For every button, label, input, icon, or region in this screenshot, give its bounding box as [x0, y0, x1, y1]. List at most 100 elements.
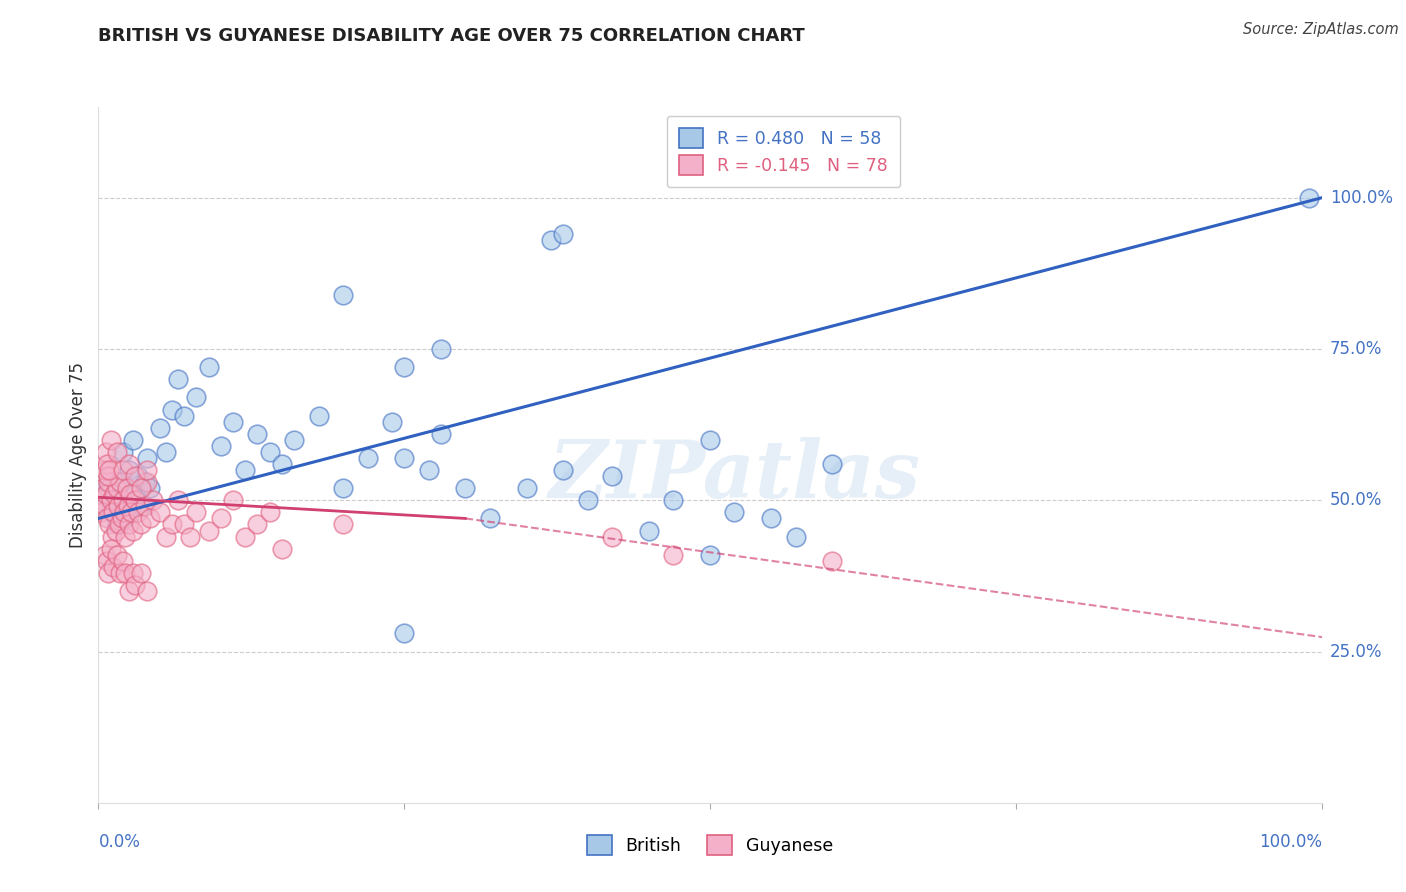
Point: [97, 475, 120, 490]
Point: [392, 450, 416, 465]
Point: [600, 469, 623, 483]
Point: [167, 493, 190, 508]
Point: [430, 426, 453, 441]
Point: [110, 475, 132, 490]
Point: [662, 493, 685, 508]
Point: [115, 481, 138, 495]
Point: [105, 548, 128, 562]
Point: [160, 402, 183, 417]
Point: [121, 566, 143, 580]
Point: [155, 530, 177, 544]
Point: [136, 450, 159, 465]
Text: ZIPatlas: ZIPatlas: [548, 437, 921, 515]
Point: [97, 469, 120, 483]
Point: [356, 450, 378, 465]
Point: [96, 457, 118, 471]
Text: 100.0%: 100.0%: [1258, 833, 1322, 851]
Point: [160, 517, 183, 532]
Point: [662, 548, 685, 562]
Point: [90, 493, 112, 508]
Point: [105, 445, 128, 459]
Point: [149, 420, 172, 434]
Point: [124, 487, 146, 501]
Point: [97, 566, 120, 580]
Point: [637, 524, 661, 538]
Point: [101, 505, 124, 519]
Point: [105, 481, 128, 495]
Point: [173, 517, 195, 532]
Point: [259, 505, 281, 519]
Text: 50.0%: 50.0%: [1330, 491, 1382, 509]
Point: [93, 500, 115, 514]
Point: [129, 500, 152, 514]
Point: [91, 505, 114, 519]
Text: 75.0%: 75.0%: [1330, 340, 1382, 358]
Point: [553, 463, 575, 477]
Point: [136, 475, 159, 490]
Point: [134, 500, 156, 514]
Point: [93, 548, 115, 562]
Point: [136, 584, 159, 599]
Point: [139, 481, 162, 495]
Point: [100, 493, 122, 508]
Point: [121, 524, 143, 538]
Point: [110, 566, 132, 580]
Point: [91, 481, 114, 495]
Text: Source: ZipAtlas.com: Source: ZipAtlas.com: [1243, 22, 1399, 37]
Y-axis label: Disability Age Over 75: Disability Age Over 75: [69, 362, 87, 548]
Point: [117, 500, 139, 514]
Point: [96, 511, 118, 525]
Point: [111, 493, 134, 508]
Point: [418, 463, 440, 477]
Point: [478, 511, 501, 525]
Point: [332, 287, 354, 301]
Point: [118, 584, 141, 599]
Point: [111, 445, 134, 459]
Point: [186, 391, 208, 405]
Point: [127, 469, 149, 483]
Point: [270, 457, 294, 471]
Point: [129, 481, 152, 495]
Point: [118, 463, 141, 477]
Point: [104, 524, 127, 538]
Text: 100.0%: 100.0%: [1330, 189, 1393, 207]
Point: [124, 493, 146, 508]
Text: 0.0%: 0.0%: [98, 833, 141, 851]
Point: [308, 409, 330, 423]
Point: [821, 554, 844, 568]
Text: BRITISH VS GUYANESE DISABILITY AGE OVER 75 CORRELATION CHART: BRITISH VS GUYANESE DISABILITY AGE OVER …: [98, 27, 806, 45]
Point: [723, 505, 745, 519]
Point: [103, 487, 125, 501]
Point: [118, 457, 141, 471]
Point: [100, 505, 122, 519]
Point: [98, 517, 121, 532]
Point: [233, 463, 256, 477]
Point: [553, 227, 575, 241]
Point: [101, 493, 124, 508]
Point: [332, 517, 354, 532]
Point: [186, 505, 208, 519]
Point: [332, 481, 354, 495]
Point: [108, 517, 131, 532]
Point: [105, 517, 128, 532]
Point: [454, 481, 477, 495]
Point: [94, 487, 117, 501]
Point: [222, 493, 245, 508]
Point: [134, 475, 156, 490]
Point: [515, 481, 537, 495]
Point: [101, 559, 124, 574]
Point: [96, 554, 118, 568]
Point: [111, 511, 134, 525]
Point: [259, 445, 281, 459]
Point: [111, 463, 134, 477]
Point: [100, 433, 122, 447]
Point: [381, 415, 404, 429]
Point: [114, 566, 136, 580]
Point: [246, 517, 269, 532]
Point: [246, 426, 269, 441]
Point: [173, 409, 195, 423]
Point: [112, 505, 135, 519]
Point: [97, 481, 120, 495]
Point: [110, 475, 132, 490]
Point: [94, 445, 117, 459]
